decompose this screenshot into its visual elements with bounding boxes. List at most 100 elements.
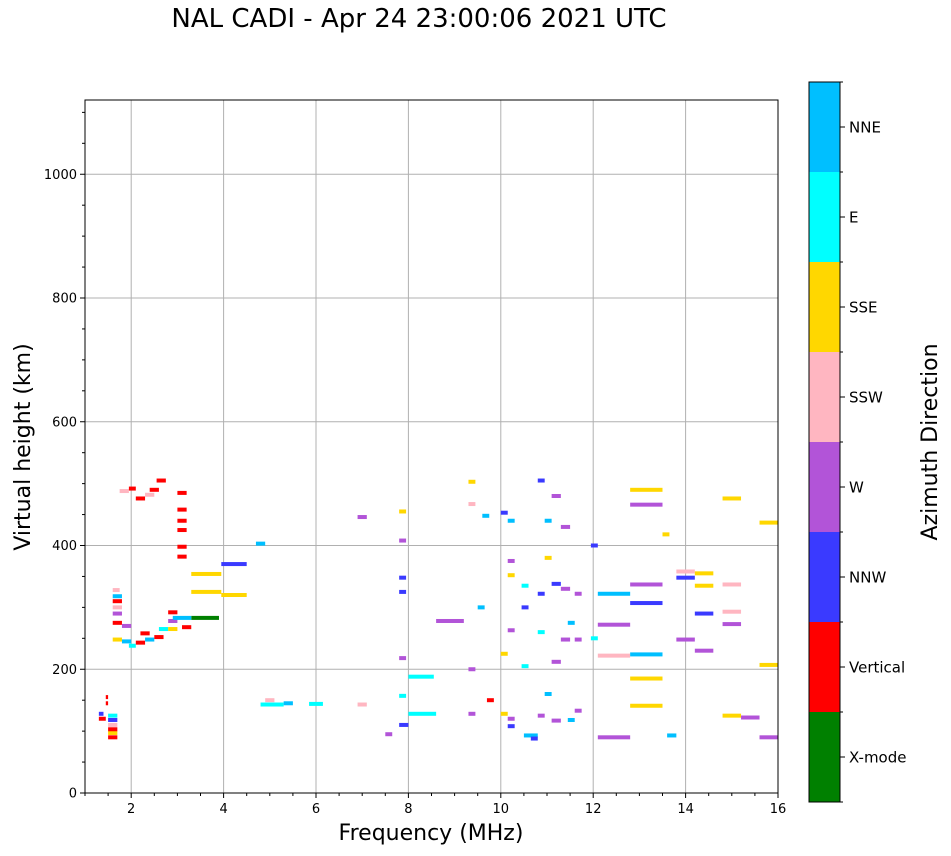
echo-mark (741, 715, 760, 720)
echo-mark (436, 618, 464, 623)
echo-mark (630, 487, 663, 492)
echo-mark (168, 610, 178, 615)
echo-mark (551, 581, 561, 586)
echo-mark (121, 639, 132, 644)
x-tick-label: 14 (677, 802, 694, 817)
echo-mark (177, 544, 187, 549)
echo-mark (630, 652, 663, 657)
echo-mark (537, 713, 545, 718)
x-tick-label: 10 (493, 802, 510, 817)
echo-mark (408, 711, 437, 716)
colorbar-label: Azimuth Direction (918, 343, 943, 540)
echo-mark (112, 599, 122, 604)
echo-mark (662, 532, 670, 537)
echo-mark (468, 711, 476, 716)
echo-mark (676, 569, 695, 574)
colorbar-swatch (809, 712, 840, 802)
echo-mark (676, 637, 695, 642)
echo-mark (112, 620, 122, 625)
echo-mark (500, 510, 508, 515)
echo-mark (759, 520, 778, 525)
echo-mark (140, 631, 150, 636)
azimuth-colorbar: X-mode Vertical NNW W SSW SSE E NNE (808, 81, 906, 803)
echo-mark (500, 651, 508, 656)
plot-area-frame (84, 99, 779, 794)
echo-mark (177, 490, 187, 495)
echo-mark (507, 628, 515, 633)
echo-mark (482, 513, 490, 518)
echo-mark (722, 496, 742, 501)
echo-mark (544, 555, 552, 560)
x-tick-label: 2 (127, 802, 135, 817)
echo-mark (156, 478, 166, 483)
echo-mark (523, 733, 538, 738)
echo-mark (221, 593, 247, 597)
echo-mark (630, 582, 663, 587)
echo-mark (759, 735, 778, 740)
colorbar-tick-label: X-mode (849, 749, 906, 767)
echo-mark (385, 732, 393, 737)
echo-mark (221, 562, 247, 567)
echo-mark (537, 478, 545, 483)
echo-mark (537, 630, 545, 635)
echo-mark (149, 487, 159, 492)
x-tick-label: 4 (219, 802, 227, 817)
x-tick-label: 6 (312, 802, 320, 817)
echo-mark (551, 494, 561, 498)
echo-mark (507, 518, 515, 523)
echo-mark (530, 736, 538, 741)
echo-mark (486, 698, 494, 703)
echo-mark (567, 620, 575, 625)
colorbar-tick-label: SSE (849, 299, 878, 317)
echo-mark (105, 701, 109, 706)
echo-mark (507, 724, 515, 729)
echo-mark (574, 591, 582, 596)
echo-traces (98, 478, 778, 741)
colorbar-tick-label: NNW (849, 569, 886, 587)
echo-mark (477, 605, 485, 610)
chart-title: NAL CADI - Apr 24 23:00:06 2021 UTC (171, 4, 667, 34)
echo-mark (567, 717, 575, 722)
echo-mark (500, 711, 508, 716)
echo-mark (694, 611, 714, 616)
echo-mark (468, 667, 476, 672)
echo-mark (145, 492, 155, 497)
echo-mark (168, 627, 178, 632)
echo-mark (283, 701, 293, 706)
grid-lines (85, 100, 779, 793)
echo-mark (507, 573, 515, 578)
echo-mark (98, 711, 104, 716)
colorbar-swatch (809, 82, 840, 172)
echo-mark (560, 586, 571, 591)
echo-mark (399, 538, 407, 543)
echo-mark (119, 489, 129, 494)
echo-mark (135, 640, 146, 645)
echo-mark (158, 627, 169, 632)
colorbar-swatch (809, 442, 840, 532)
echo-mark (630, 502, 663, 507)
echo-mark (112, 637, 122, 642)
echo-mark (507, 716, 515, 721)
echo-mark (399, 575, 407, 580)
x-tick-label: 12 (585, 802, 602, 817)
echo-mark (191, 615, 219, 620)
echo-mark (694, 583, 714, 588)
echo-mark (309, 701, 323, 706)
y-tick-label: 800 (52, 292, 77, 307)
echo-mark (357, 702, 367, 707)
colorbar-tick-label: SSW (849, 389, 883, 407)
echo-mark (537, 591, 545, 596)
echo-mark (112, 588, 120, 593)
echo-mark (630, 676, 663, 681)
echo-mark (722, 609, 742, 614)
echo-mark (597, 653, 631, 658)
echo-mark (172, 615, 192, 620)
echo-mark (507, 558, 515, 563)
x-axis: 2 4 6 8 10 12 14 16 (84, 793, 786, 817)
echo-mark (177, 554, 187, 559)
echo-mark (108, 717, 118, 722)
echo-mark (722, 713, 742, 718)
echo-mark (676, 575, 695, 580)
colorbar-swatch (809, 172, 840, 262)
